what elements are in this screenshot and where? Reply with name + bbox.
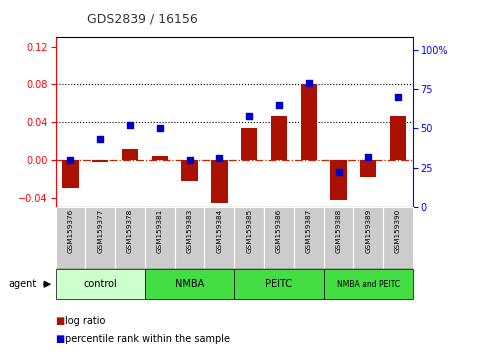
Bar: [152, 156, 168, 160]
Bar: [56, 269, 145, 299]
Text: ■: ■: [56, 316, 65, 326]
Point: [394, 94, 402, 100]
Bar: [300, 84, 317, 160]
Point: [275, 102, 283, 108]
Bar: [294, 207, 324, 269]
Text: GSM159389: GSM159389: [365, 209, 371, 253]
Bar: [271, 116, 287, 160]
Bar: [264, 207, 294, 269]
Text: GSM159384: GSM159384: [216, 209, 222, 253]
Bar: [85, 207, 115, 269]
Bar: [234, 269, 324, 299]
Point: [97, 137, 104, 142]
Bar: [360, 160, 376, 177]
Text: GSM159388: GSM159388: [336, 209, 341, 253]
Text: agent: agent: [9, 279, 37, 289]
Bar: [182, 160, 198, 181]
Bar: [56, 207, 85, 269]
Point: [156, 126, 164, 131]
Bar: [145, 207, 175, 269]
Text: GSM159390: GSM159390: [395, 209, 401, 253]
Text: GSM159377: GSM159377: [97, 209, 103, 253]
Bar: [204, 207, 234, 269]
Bar: [354, 207, 383, 269]
Text: NMBA: NMBA: [175, 279, 204, 289]
Text: log ratio: log ratio: [65, 316, 106, 326]
Bar: [145, 269, 234, 299]
Text: GSM159383: GSM159383: [186, 209, 193, 253]
Text: ■: ■: [56, 334, 65, 344]
Bar: [122, 149, 138, 160]
Point: [305, 80, 313, 86]
Text: control: control: [84, 279, 117, 289]
Text: percentile rank within the sample: percentile rank within the sample: [65, 334, 230, 344]
Bar: [234, 207, 264, 269]
Bar: [115, 207, 145, 269]
Bar: [330, 160, 347, 200]
Bar: [390, 116, 406, 160]
Bar: [211, 160, 227, 203]
Point: [335, 170, 342, 175]
Text: GSM159381: GSM159381: [157, 209, 163, 253]
Text: PEITC: PEITC: [266, 279, 292, 289]
Point: [185, 157, 193, 163]
Bar: [324, 269, 413, 299]
Text: NMBA and PEITC: NMBA and PEITC: [337, 280, 400, 289]
Point: [245, 113, 253, 119]
Text: GSM159387: GSM159387: [306, 209, 312, 253]
Bar: [324, 207, 354, 269]
Point: [67, 157, 74, 163]
Text: GDS2839 / 16156: GDS2839 / 16156: [87, 12, 198, 25]
Bar: [92, 160, 108, 162]
Text: GSM159376: GSM159376: [68, 209, 73, 253]
Bar: [62, 160, 79, 188]
Bar: [241, 128, 257, 160]
Point: [126, 122, 134, 128]
Text: GSM159385: GSM159385: [246, 209, 252, 253]
Point: [215, 155, 223, 161]
Point: [364, 154, 372, 160]
Text: GSM159386: GSM159386: [276, 209, 282, 253]
Bar: [175, 207, 204, 269]
Bar: [383, 207, 413, 269]
Text: GSM159378: GSM159378: [127, 209, 133, 253]
